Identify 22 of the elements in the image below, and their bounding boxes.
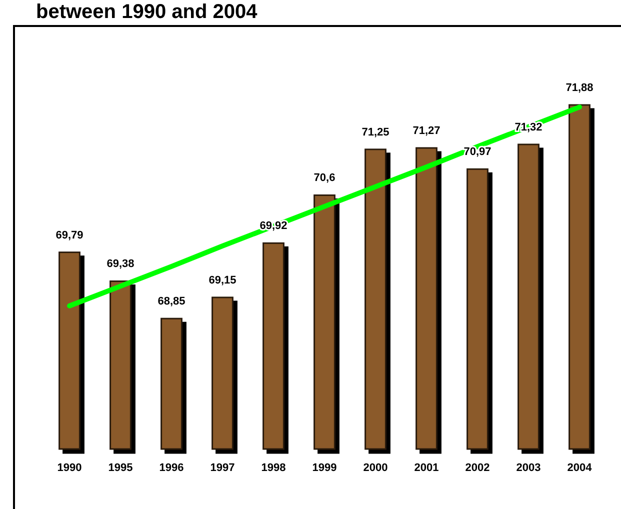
data-label: 71,88 [566, 82, 594, 94]
x-tick-label: 2004 [567, 462, 593, 474]
data-label: 69,15 [208, 274, 236, 286]
data-label: 70,97 [464, 146, 492, 158]
x-tick-label: 1996 [159, 462, 184, 474]
x-tick-label: 1998 [261, 462, 286, 474]
x-tick-label: 1999 [312, 462, 337, 474]
x-tick-label: 1995 [108, 462, 133, 474]
data-label: 69,79 [56, 229, 84, 242]
x-tick-label: 2003 [516, 462, 541, 474]
x-tick-label: 1990 [57, 462, 82, 474]
x-tick-label: 1997 [210, 462, 235, 474]
x-tick-label: 2001 [414, 462, 439, 474]
data-label: 68,85 [158, 296, 186, 308]
data-label: 71,27 [412, 124, 440, 137]
x-tick-label: 2002 [465, 462, 490, 474]
data-label: 71,25 [362, 126, 390, 138]
data-label: 70,6 [314, 172, 336, 184]
chart-title: between 1990 and 2004 [36, 1, 258, 23]
data-label: 69,38 [106, 258, 134, 270]
data-label: 71,32 [514, 121, 542, 134]
x-tick-label: 2000 [363, 462, 388, 474]
